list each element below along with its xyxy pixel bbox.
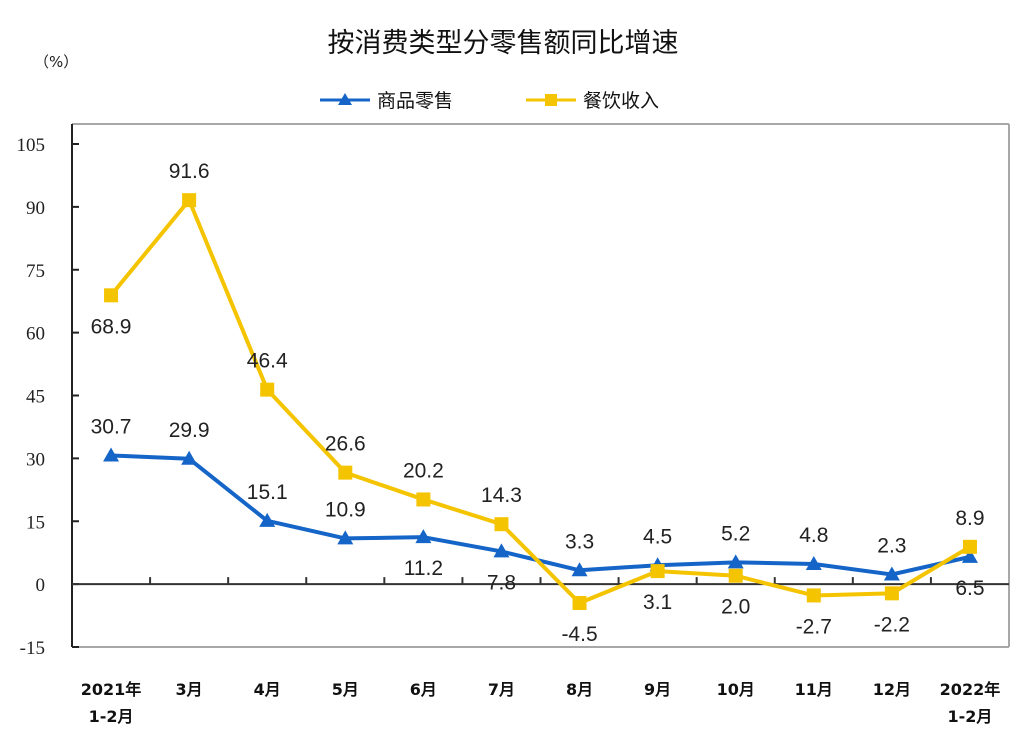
x-tick-label: 10月 xyxy=(717,680,755,699)
data-point-goods xyxy=(259,512,276,527)
data-label-catering: 26.6 xyxy=(325,433,366,456)
data-point-catering xyxy=(338,465,353,480)
x-tick-label: 6月 xyxy=(410,680,437,699)
x-tick-label: 8月 xyxy=(566,680,593,699)
x-tick-label: 9月 xyxy=(644,680,671,699)
data-label-goods: 29.9 xyxy=(169,419,210,442)
data-point-goods xyxy=(337,530,354,545)
data-point-catering xyxy=(416,492,431,507)
data-point-goods xyxy=(415,529,432,544)
data-point-goods xyxy=(961,548,978,563)
legend-label-catering: 餐饮收入 xyxy=(583,90,659,112)
legend-item-goods: 商品零售 xyxy=(320,90,453,112)
data-label-goods: 30.7 xyxy=(91,415,132,438)
triangle-marker-icon xyxy=(338,93,352,105)
data-label-goods: 3.3 xyxy=(565,530,594,553)
x-tick-label: 3月 xyxy=(176,680,203,699)
plot-area: -15 0 15 30 45 60 75 90 105 2021年 1-2月 3月 4月 5月 6月 7月 8… xyxy=(17,123,1010,726)
data-label-goods: 7.8 xyxy=(487,571,516,594)
data-point-catering xyxy=(884,586,899,601)
y-ticks: -15 0 15 30 45 60 75 90 105 xyxy=(17,135,79,659)
data-point-goods xyxy=(571,562,588,577)
x-ticks: 2021年 1-2月 3月 4月 5月 6月 7月 8月 9月 10月 11月 12月 2022年 1-2… xyxy=(81,577,1000,726)
data-point-goods xyxy=(883,566,900,581)
data-label-goods: 4.5 xyxy=(643,525,672,548)
data-point-catering xyxy=(572,595,587,610)
data-label-catering: 20.2 xyxy=(403,459,444,482)
y-tick-label: 90 xyxy=(26,198,45,219)
data-label-goods: 10.9 xyxy=(325,498,366,521)
data-point-catering xyxy=(728,568,743,583)
y-tick-label: 0 xyxy=(36,575,46,596)
data-point-goods xyxy=(493,543,510,558)
data-label-goods: 5.2 xyxy=(721,522,750,545)
x-tick-label: 2021年 xyxy=(81,680,142,699)
data-label-catering: 91.6 xyxy=(169,160,210,183)
data-point-goods xyxy=(181,450,198,465)
data-label-catering: -2.7 xyxy=(796,615,832,638)
data-label-goods: 11.2 xyxy=(404,557,443,580)
x-tick-label: 11月 xyxy=(795,680,833,699)
data-point-catering xyxy=(182,193,197,208)
data-point-catering xyxy=(650,564,665,579)
series-line-goods xyxy=(110,453,971,577)
y-tick-label: 60 xyxy=(26,324,45,345)
y-axis-unit: （%） xyxy=(34,53,78,71)
data-point-catering xyxy=(494,517,509,532)
data-label-catering: 2.0 xyxy=(721,596,750,619)
chart-title: 按消费类型分零售额同比增速 xyxy=(328,28,679,59)
data-point-catering xyxy=(962,539,977,554)
data-label-goods: 4.8 xyxy=(799,524,828,547)
x-tick-label: 2022年 xyxy=(940,680,1001,699)
legend: 商品零售 餐饮收入 xyxy=(320,90,659,112)
data-label-catering: -4.5 xyxy=(561,623,597,646)
series-line-catering xyxy=(109,198,971,605)
x-tick-label: 5月 xyxy=(332,680,359,699)
data-label-goods: 15.1 xyxy=(247,481,288,504)
x-tick-label: 1-2月 xyxy=(947,707,992,726)
data-label-catering: 14.3 xyxy=(481,484,522,507)
data-label-catering: 46.4 xyxy=(247,350,288,373)
data-point-goods xyxy=(103,447,120,462)
data-point-catering xyxy=(260,382,275,397)
data-point-goods xyxy=(805,556,822,571)
x-tick-label: 4月 xyxy=(254,680,281,699)
x-tick-label: 1-2月 xyxy=(89,707,134,726)
data-label-catering: 8.9 xyxy=(955,507,984,530)
x-tick-label: 12月 xyxy=(873,680,911,699)
legend-item-catering: 餐饮收入 xyxy=(526,90,659,112)
data-point-catering xyxy=(806,588,821,603)
data-label-goods: 6.5 xyxy=(955,577,984,600)
legend-label-goods: 商品零售 xyxy=(377,90,453,112)
data-label-catering: 68.9 xyxy=(91,315,132,338)
data-label-catering: -2.2 xyxy=(874,613,910,636)
x-tick-label: 7月 xyxy=(488,680,515,699)
y-tick-label: -15 xyxy=(20,638,45,659)
data-point-goods xyxy=(727,554,744,569)
data-label-catering: 3.1 xyxy=(643,591,672,614)
y-tick-label: 75 xyxy=(26,261,45,282)
y-tick-label: 105 xyxy=(17,135,46,156)
y-tick-label: 45 xyxy=(26,387,45,408)
data-point-catering xyxy=(104,288,119,303)
data-labels: 30.7 29.9 15.1 10.9 11.2 7.8 3.3 4.5 5.2 4.8 2.3 6.… xyxy=(91,160,985,646)
y-tick-label: 30 xyxy=(26,449,45,470)
data-label-goods: 2.3 xyxy=(877,534,906,557)
square-marker-icon xyxy=(545,94,557,106)
y-tick-label: 15 xyxy=(26,512,45,533)
series-layer xyxy=(103,193,978,610)
